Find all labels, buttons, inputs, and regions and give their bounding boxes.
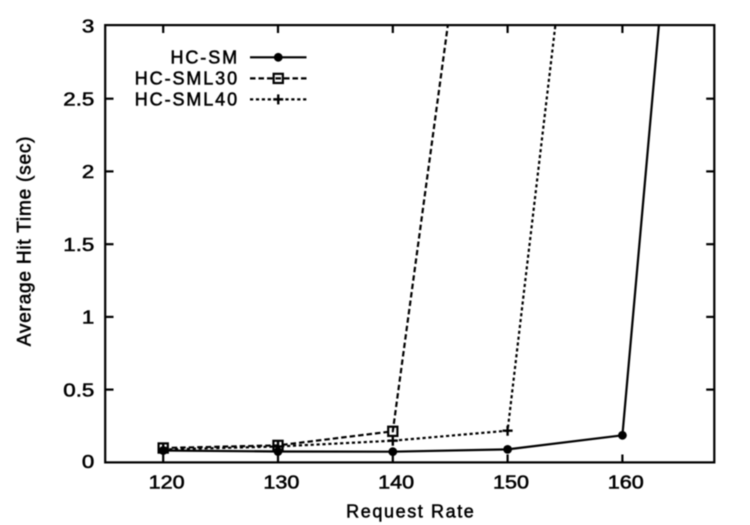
svg-text:120: 120 bbox=[149, 472, 185, 493]
svg-text:HC-SML40: HC-SML40 bbox=[135, 90, 239, 110]
svg-text:140: 140 bbox=[378, 472, 414, 493]
svg-text:2.5: 2.5 bbox=[63, 88, 94, 109]
svg-text:3: 3 bbox=[82, 16, 94, 37]
svg-text:150: 150 bbox=[493, 472, 529, 493]
svg-text:HC-SM: HC-SM bbox=[171, 47, 240, 67]
svg-text:HC-SML30: HC-SML30 bbox=[135, 69, 239, 89]
svg-text:0.5: 0.5 bbox=[63, 379, 94, 400]
svg-text:0: 0 bbox=[82, 451, 94, 472]
svg-text:1.5: 1.5 bbox=[63, 234, 94, 255]
svg-text:Request Rate: Request Rate bbox=[346, 502, 475, 522]
svg-text:Average Hit Time (sec): Average Hit Time (sec) bbox=[15, 136, 36, 346]
svg-text:2: 2 bbox=[82, 161, 94, 182]
svg-text:1: 1 bbox=[82, 307, 94, 328]
svg-text:160: 160 bbox=[608, 472, 644, 493]
svg-text:130: 130 bbox=[263, 472, 299, 493]
